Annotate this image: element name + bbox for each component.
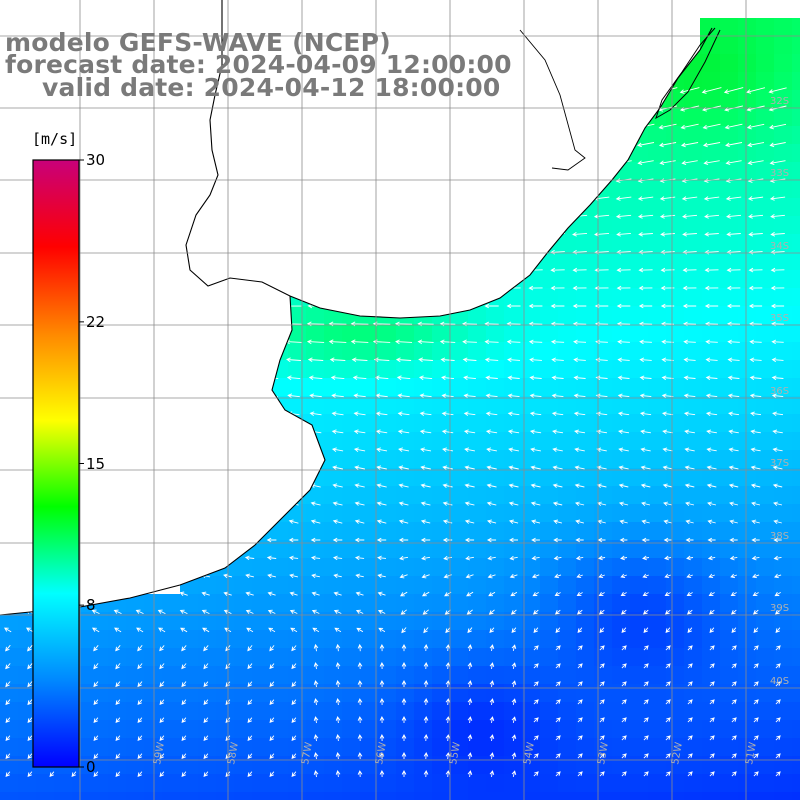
lat-label: 39S (770, 603, 789, 614)
lat-label: 37S (770, 458, 789, 469)
valid-date: valid date: 2024-04-12 18:00:00 (42, 73, 501, 102)
grid-labels: 32S 33S 34S 35S 36S 37S 38S 39S 40S 59W 58W 57W 56W 5… (152, 96, 789, 766)
lat-label: 35S (770, 313, 789, 324)
lat-label: 36S (770, 386, 789, 397)
lon-label: 55W (448, 741, 463, 765)
colorbar (32, 159, 84, 768)
colorbar-tick-label: 15 (86, 454, 106, 473)
lat-label: 34S (770, 241, 789, 252)
lon-label: 58W (226, 741, 241, 765)
argentina-landmass (0, 0, 325, 615)
border-line (519, 29, 586, 171)
lon-label: 59W (152, 741, 167, 765)
lon-label: 56W (374, 741, 389, 765)
uruguay-coastline (185, 0, 713, 319)
colorbar-tick-label: 8 (86, 596, 96, 615)
colorbar-tick-label: 22 (86, 312, 106, 331)
colorbar-tick-label: 0 (86, 758, 96, 776)
lon-label: 53W (596, 741, 611, 765)
lat-label: 32S (770, 96, 789, 107)
colorbar-gradient (32, 159, 80, 768)
model-title: modelo GEFS-WAVE (NCEP) (5, 28, 391, 57)
land-area (0, 0, 721, 616)
lon-label: 54W (522, 741, 537, 765)
lat-label: 33S (770, 168, 789, 179)
lat-label: 40S (770, 676, 789, 687)
forecast-date: forecast date: 2024-04-09 12:00:00 (5, 50, 512, 79)
lon-label: 51W (744, 741, 759, 765)
colorbar-tick-label: 30 (86, 151, 106, 169)
colorbar-unit: [m/s] (32, 130, 78, 148)
lon-label: 57W (300, 741, 315, 765)
uruguay-landmass (186, 0, 700, 318)
lagoa-mirim-outline (655, 27, 721, 120)
lat-label: 38S (770, 531, 789, 542)
lon-label: 52W (670, 741, 685, 765)
argentina-coastline (0, 295, 326, 616)
